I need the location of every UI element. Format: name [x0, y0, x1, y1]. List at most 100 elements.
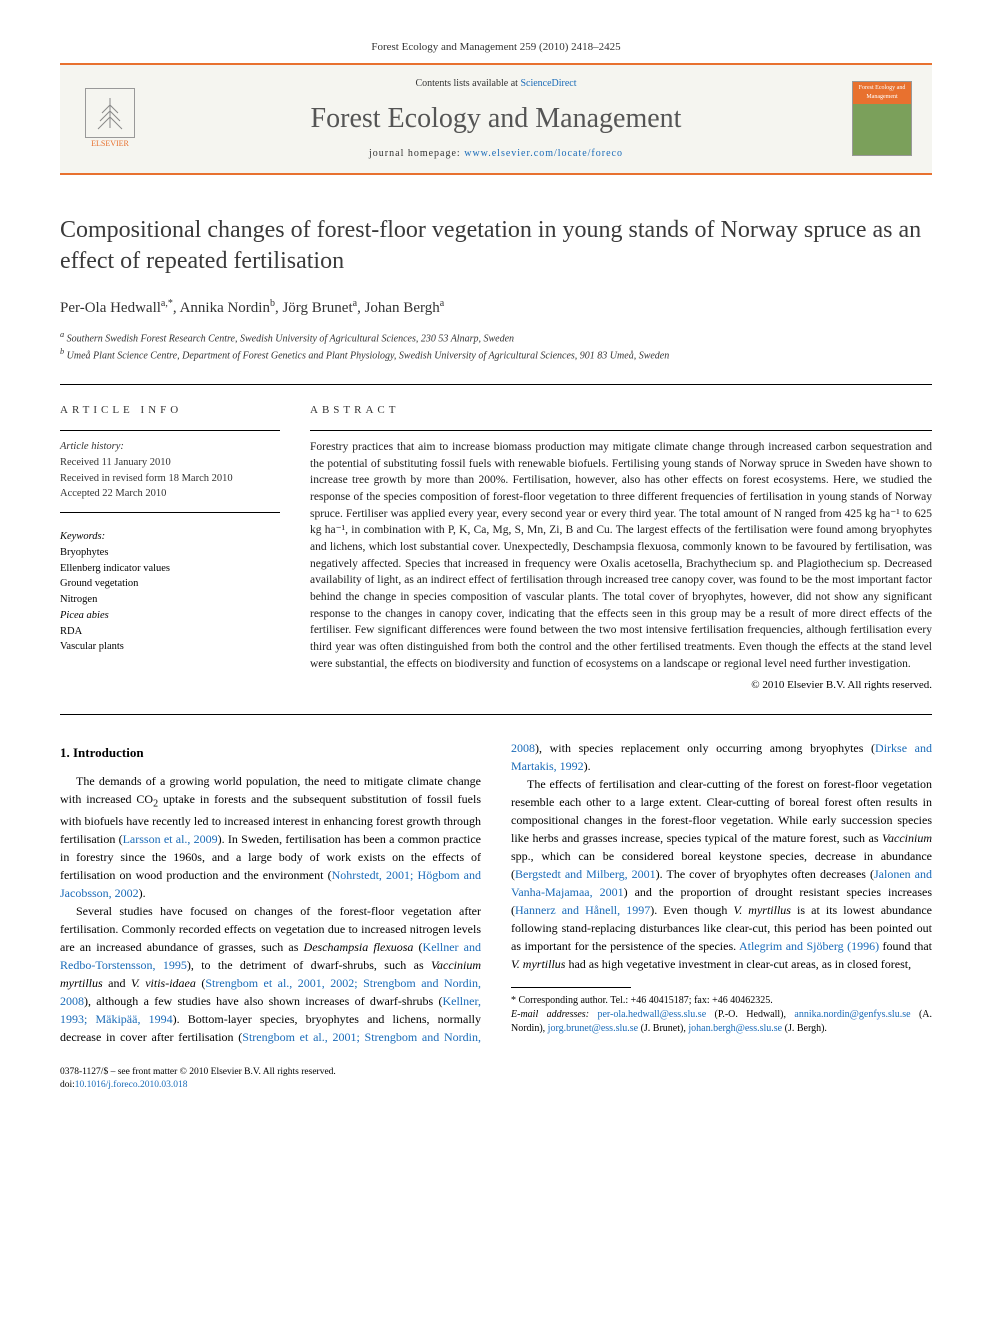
email-1-who: (P.-O. Hedwall), [706, 1009, 794, 1020]
p3-a: The effects of fertilisation and clear-c… [511, 777, 932, 845]
journal-masthead: ELSEVIER Contents lists available at Sci… [60, 65, 932, 174]
ref-bergstedt[interactable]: Bergstedt and Milberg, 2001 [515, 867, 656, 881]
author-sep-1: , [173, 300, 180, 316]
info-abstract-row: ARTICLE INFO Article history: Received 1… [60, 403, 932, 694]
keywords-label: Keywords: [60, 529, 280, 545]
keyword-1: Ellenberg indicator values [60, 561, 280, 577]
page-citation-header: Forest Ecology and Management 259 (2010)… [60, 40, 932, 55]
email-label: E-mail addresses: [511, 1009, 589, 1020]
ref-hannerz[interactable]: Hannerz and Hånell, 1997 [515, 903, 650, 917]
p2-d: and [103, 976, 131, 990]
email-4-who: (J. Bergh). [782, 1023, 827, 1034]
abstract-separator [310, 430, 932, 431]
keywords-block: Keywords: Bryophytes Ellenberg indicator… [60, 529, 280, 655]
author-1-sup: a, [161, 298, 168, 309]
elsevier-logo: ELSEVIER [80, 84, 140, 154]
p2-it1: Deschampsia flexuosa [304, 940, 414, 954]
tree-icon [90, 93, 130, 133]
p2-e: ( [196, 976, 205, 990]
keyword-4: Picea abies [60, 608, 280, 624]
intro-para-3: The effects of fertilisation and clear-c… [511, 775, 932, 973]
p2-i: ). [584, 759, 591, 773]
affiliation-a-text: Southern Swedish Forest Research Centre,… [67, 333, 514, 344]
author-4-sup: a [440, 298, 444, 309]
article-title: Compositional changes of forest-floor ve… [60, 215, 932, 277]
p2-h: ), with species replacement only occurri… [535, 741, 875, 755]
homepage-prefix: journal homepage: [369, 148, 464, 159]
keyword-3: Nitrogen [60, 592, 280, 608]
ref-atlegrim[interactable]: Atlegrim and Sjöberg (1996) [739, 939, 879, 953]
ref-larsson[interactable]: Larsson et al., 2009 [123, 832, 218, 846]
history-label: Article history: [60, 439, 280, 455]
elsevier-label: ELSEVIER [91, 138, 129, 149]
author-sep-3: , [357, 300, 365, 316]
author-1: Per-Ola Hedwall [60, 300, 161, 316]
p3-it1: Vaccinium [882, 831, 932, 845]
section-separator-2 [60, 714, 932, 715]
article-info-block: ARTICLE INFO Article history: Received 1… [60, 403, 280, 694]
journal-title: Forest Ecology and Management [160, 99, 832, 138]
corresponding-author-note: * Corresponding author. Tel.: +46 404151… [511, 994, 932, 1008]
affiliation-b-text: Umeå Plant Science Centre, Department of… [67, 351, 670, 362]
affiliation-b: b Umeå Plant Science Centre, Department … [60, 346, 932, 363]
intro-para-1: The demands of a growing world populatio… [60, 772, 481, 901]
p1-d: ). [139, 886, 146, 900]
footnote-separator [511, 987, 631, 988]
author-2: Annika Nordin [180, 300, 270, 316]
p2-f: ), although a few studies have also show… [84, 994, 442, 1008]
info-separator [60, 430, 280, 431]
footnotes: * Corresponding author. Tel.: +46 404151… [511, 994, 932, 1036]
body-two-column: 1. Introduction The demands of a growing… [60, 739, 932, 1046]
keyword-6: Vascular plants [60, 639, 280, 655]
doi-prefix: doi: [60, 1080, 75, 1090]
email-3-who: (J. Brunet), [638, 1023, 688, 1034]
affiliations: a Southern Swedish Forest Research Centr… [60, 329, 932, 364]
history-accepted: Accepted 22 March 2010 [60, 486, 280, 502]
p3-it2: V. myrtillus [733, 903, 791, 917]
homepage-line: journal homepage: www.elsevier.com/locat… [160, 147, 832, 161]
email-3[interactable]: jorg.brunet@ess.slu.se [548, 1023, 638, 1034]
cover-title-text: Forest Ecology and Management [855, 84, 909, 101]
sciencedirect-link[interactable]: ScienceDirect [520, 78, 576, 89]
front-matter-line: 0378-1127/$ – see front matter © 2010 El… [60, 1066, 932, 1079]
author-4: Johan Bergh [365, 300, 440, 316]
contents-prefix: Contents lists available at [415, 78, 520, 89]
email-2[interactable]: annika.nordin@genfys.slu.se [794, 1009, 910, 1020]
abstract-heading: ABSTRACT [310, 403, 932, 418]
keyword-0: Bryophytes [60, 545, 280, 561]
email-addresses: E-mail addresses: per-ola.hedwall@ess.sl… [511, 1008, 932, 1036]
history-revised: Received in revised form 18 March 2010 [60, 471, 280, 487]
abstract-copyright: © 2010 Elsevier B.V. All rights reserved… [310, 678, 932, 693]
article-info-heading: ARTICLE INFO [60, 403, 280, 418]
p2-b: ( [413, 940, 422, 954]
doi-line: doi:10.1016/j.foreco.2010.03.018 [60, 1079, 932, 1092]
masthead-center: Contents lists available at ScienceDirec… [160, 77, 832, 160]
journal-cover-thumbnail: Forest Ecology and Management [852, 81, 912, 156]
p3-c: ). The cover of bryophytes often decreas… [656, 867, 874, 881]
info-separator-2 [60, 512, 280, 513]
p2-c: ), to the detriment of dwarf-shrubs, suc… [187, 958, 431, 972]
section-separator-1 [60, 384, 932, 385]
affiliation-a: a Southern Swedish Forest Research Centr… [60, 329, 932, 346]
homepage-link[interactable]: www.elsevier.com/locate/foreco [464, 148, 623, 159]
p3-e: ). Even though [650, 903, 733, 917]
doi-link[interactable]: 10.1016/j.foreco.2010.03.018 [75, 1080, 188, 1090]
abstract-text: Forestry practices that aim to increase … [310, 439, 932, 672]
p2-it3: V. vitis-idaea [131, 976, 196, 990]
email-1[interactable]: per-ola.hedwall@ess.slu.se [597, 1009, 706, 1020]
authors-line: Per-Ola Hedwalla,*, Annika Nordinb, Jörg… [60, 297, 932, 319]
keyword-2: Ground vegetation [60, 576, 280, 592]
keyword-5: RDA [60, 624, 280, 640]
history-received: Received 11 January 2010 [60, 455, 280, 471]
bottom-matter: 0378-1127/$ – see front matter © 2010 El… [60, 1066, 932, 1093]
p3-it3: V. myrtillus [511, 957, 565, 971]
p3-h: had as high vegetative investment in cle… [565, 957, 911, 971]
intro-heading: 1. Introduction [60, 743, 481, 763]
author-3: Jörg Brunet [282, 300, 352, 316]
p3-g: found that [879, 939, 932, 953]
abstract-block: ABSTRACT Forestry practices that aim to … [310, 403, 932, 694]
email-4[interactable]: johan.bergh@ess.slu.se [688, 1023, 782, 1034]
contents-line: Contents lists available at ScienceDirec… [160, 77, 832, 91]
elsevier-tree-icon [85, 88, 135, 138]
article-history: Article history: Received 11 January 201… [60, 439, 280, 502]
